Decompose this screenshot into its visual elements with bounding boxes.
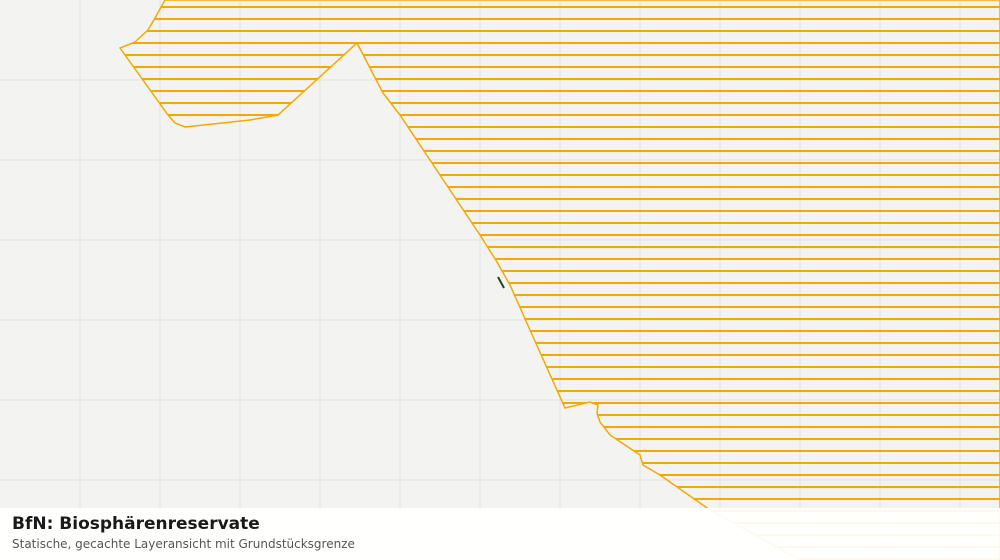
footer-panel [0, 508, 1000, 560]
reserve-area[interactable] [118, 0, 1000, 560]
parcel-boundary [497, 276, 505, 289]
layer-title: BfN: Biosphärenreservate [12, 514, 260, 534]
layer-subtitle: Statische, gecachte Layeransicht mit Gru… [12, 537, 355, 551]
